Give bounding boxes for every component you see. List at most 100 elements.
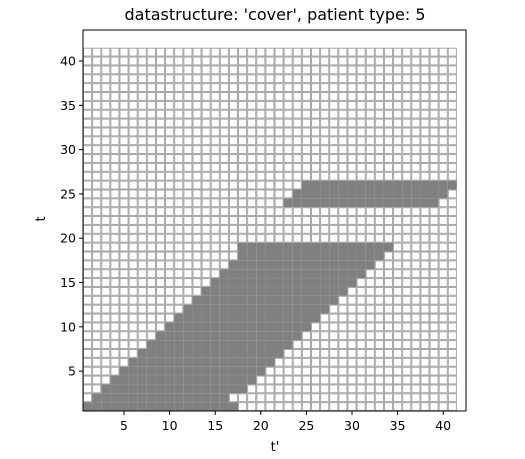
empty-cell — [210, 145, 220, 155]
empty-cell — [383, 92, 394, 101]
empty-cell — [165, 162, 175, 172]
empty-cell — [165, 304, 175, 314]
empty-cell — [338, 154, 348, 163]
empty-cell — [165, 260, 175, 270]
empty-cell — [383, 269, 394, 279]
empty-cell — [128, 251, 138, 261]
empty-cell — [92, 375, 102, 385]
empty-cell — [137, 242, 147, 252]
empty-cell — [247, 118, 257, 128]
empty-cell — [238, 136, 248, 146]
empty-cell — [101, 233, 111, 243]
empty-cell — [256, 83, 266, 93]
empty-cell — [283, 233, 293, 243]
empty-cell — [447, 92, 457, 101]
covered-cell — [183, 375, 193, 385]
empty-cell — [374, 313, 384, 323]
empty-cell — [155, 251, 166, 261]
empty-cell — [265, 216, 275, 225]
covered-cell — [347, 260, 357, 270]
empty-cell — [447, 162, 457, 172]
empty-cell — [146, 322, 156, 332]
empty-cell — [274, 127, 284, 137]
empty-cell — [402, 304, 412, 314]
empty-cell — [192, 216, 202, 225]
empty-cell — [329, 118, 339, 128]
empty-cell — [146, 233, 156, 243]
empty-cell — [447, 216, 457, 225]
empty-cell — [174, 216, 184, 225]
covered-cell — [192, 384, 202, 394]
empty-cell — [429, 224, 439, 234]
empty-cell — [411, 127, 421, 137]
empty-cell — [310, 92, 321, 101]
empty-cell — [83, 100, 93, 110]
empty-cell — [301, 224, 311, 234]
covered-cell — [219, 348, 229, 358]
covered-cell — [329, 286, 339, 296]
empty-cell — [283, 366, 293, 376]
empty-cell — [146, 154, 156, 163]
empty-cell — [256, 224, 266, 234]
covered-cell — [137, 393, 147, 403]
empty-cell — [320, 118, 330, 128]
empty-cell — [192, 233, 202, 243]
empty-cell — [447, 348, 457, 358]
empty-cell — [411, 322, 421, 332]
empty-cell — [92, 269, 102, 279]
empty-cell — [329, 313, 339, 323]
empty-cell — [83, 322, 93, 332]
covered-cell — [338, 269, 348, 279]
covered-cell — [219, 384, 229, 394]
empty-cell — [155, 171, 166, 181]
empty-cell — [165, 109, 175, 119]
empty-cell — [247, 154, 257, 163]
empty-cell — [228, 136, 239, 146]
empty-cell — [310, 83, 321, 93]
empty-cell — [137, 100, 147, 110]
empty-cell — [320, 83, 330, 93]
empty-cell — [374, 109, 384, 119]
empty-cell — [365, 83, 375, 93]
empty-cell — [347, 295, 357, 305]
empty-cell — [210, 224, 220, 234]
empty-cell — [210, 251, 220, 261]
empty-cell — [347, 402, 357, 412]
empty-cell — [402, 251, 412, 261]
covered-cell — [137, 357, 147, 367]
empty-cell — [210, 180, 220, 190]
empty-cell — [119, 145, 129, 155]
empty-cell — [247, 162, 257, 172]
empty-cell — [283, 180, 293, 190]
empty-cell — [374, 322, 384, 332]
empty-cell — [338, 145, 348, 155]
empty-cell — [101, 322, 111, 332]
covered-cell — [228, 322, 239, 332]
empty-cell — [329, 162, 339, 172]
empty-cell — [101, 198, 111, 208]
empty-cell — [393, 100, 403, 110]
empty-cell — [283, 136, 293, 146]
empty-cell — [219, 162, 229, 172]
covered-cell — [265, 260, 275, 270]
empty-cell — [338, 65, 348, 75]
empty-cell — [310, 65, 321, 75]
empty-cell — [174, 109, 184, 119]
empty-cell — [438, 65, 448, 75]
empty-cell — [256, 393, 266, 403]
empty-cell — [393, 286, 403, 296]
empty-cell — [329, 402, 339, 412]
covered-cell — [137, 384, 147, 394]
empty-cell — [92, 171, 102, 181]
empty-cell — [92, 100, 102, 110]
empty-cell — [283, 393, 293, 403]
empty-cell — [411, 260, 421, 270]
covered-cell — [247, 340, 257, 349]
empty-cell — [201, 83, 211, 93]
covered-cell — [256, 304, 266, 314]
empty-cell — [247, 83, 257, 93]
empty-cell — [247, 109, 257, 119]
empty-cell — [247, 402, 257, 412]
empty-cell — [146, 136, 156, 146]
empty-cell — [310, 402, 321, 412]
